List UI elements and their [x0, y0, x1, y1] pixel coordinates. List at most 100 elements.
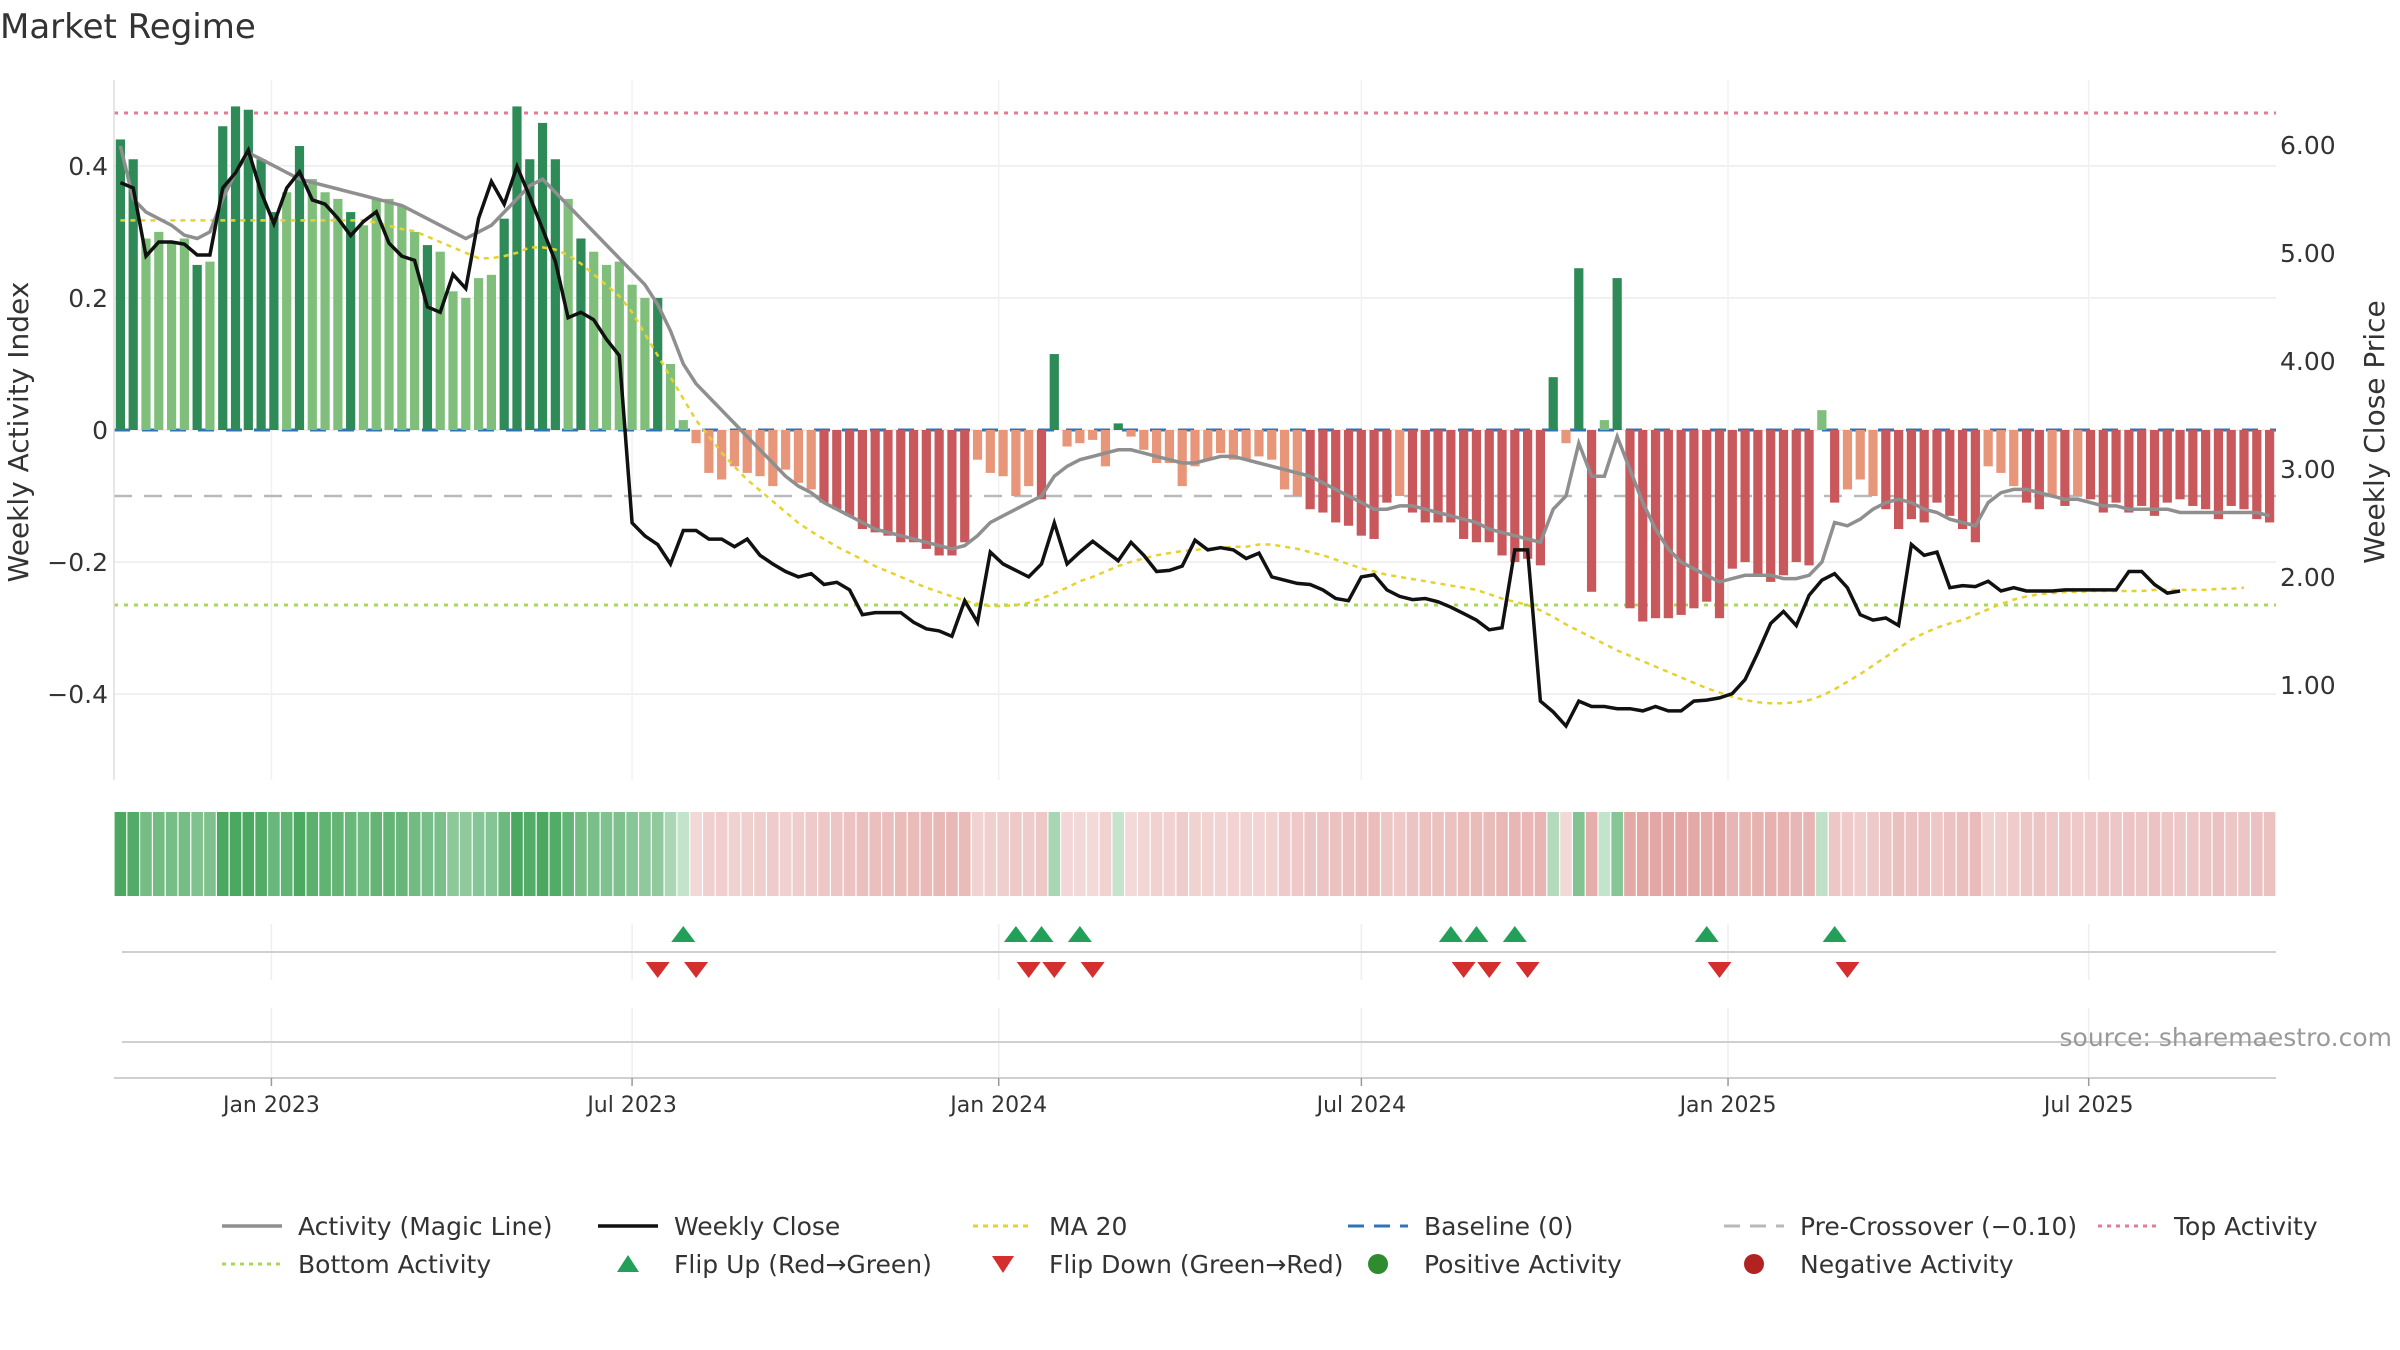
date-tick-label: Jul 2025 [2042, 1093, 2134, 1118]
activity-bar [1625, 430, 1635, 609]
regime-cell [626, 812, 638, 896]
activity-bar [729, 430, 740, 467]
activity-bar [2009, 430, 2019, 487]
regime-cell [1253, 812, 1265, 896]
regime-cell [1572, 812, 1585, 896]
legend-label: Positive Activity [1424, 1250, 1622, 1279]
activity-bar [1599, 420, 1609, 430]
regime-cell [1010, 812, 1022, 896]
activity-bar [1996, 430, 2006, 473]
activity-bar [1318, 430, 1328, 513]
legend-label: MA 20 [1049, 1212, 1127, 1241]
regime-cell [178, 812, 191, 896]
activity-bar [1830, 430, 1840, 503]
regime-cell [421, 812, 434, 896]
activity-bar [294, 146, 305, 431]
activity-bar [2201, 430, 2211, 510]
regime-cell [1624, 812, 1636, 896]
activity-bar [1510, 430, 1520, 563]
activity-bar [1484, 430, 1494, 543]
activity-bar [422, 245, 433, 430]
activity-bar [1689, 430, 1699, 609]
regime-cell [1675, 812, 1687, 896]
regime-cell [1598, 812, 1611, 896]
regime-cell [1816, 812, 1828, 896]
regime-cell [1099, 812, 1112, 896]
activity-bar [537, 122, 548, 430]
activity-bar [1471, 430, 1482, 543]
activity-bar [320, 192, 330, 430]
activity-bar [2047, 430, 2057, 497]
regime-cell [1585, 812, 1598, 896]
activity-bar [1407, 430, 1418, 513]
regime-cell [498, 812, 510, 896]
activity-bar [512, 106, 522, 430]
regime-cell [140, 812, 152, 896]
legend-label: Negative Activity [1800, 1250, 2014, 1279]
activity-bar [2264, 430, 2275, 523]
regime-cell [1342, 812, 1355, 896]
activity-bar [1100, 430, 1111, 467]
ma20-line [120, 219, 2245, 705]
y-axis-label: Weekly Activity Index [2, 282, 35, 583]
activity-bar [1139, 430, 1149, 450]
regime-cell [792, 812, 805, 896]
activity-bar [1714, 430, 1725, 619]
regime-cell [958, 812, 971, 896]
activity-bar [857, 430, 867, 530]
activity-bar [2085, 430, 2096, 500]
activity-bar [1382, 430, 1392, 503]
activity-bar [1842, 430, 1853, 490]
regime-cell [2263, 812, 2276, 896]
activity-bar [2226, 430, 2236, 506]
regime-cell [523, 812, 536, 896]
regime-cell [268, 812, 280, 896]
regime-cell [1982, 812, 1994, 896]
activity-bar [1612, 278, 1622, 430]
regime-cell [1432, 812, 1444, 896]
y-tick-label: 0.4 [68, 152, 108, 181]
activity-bar [1766, 430, 1776, 582]
y2-tick-label: 6.00 [2280, 131, 2336, 160]
regime-cell [2046, 812, 2058, 896]
regime-cell [831, 812, 843, 896]
regime-cell [242, 812, 255, 896]
regime-cell [549, 812, 562, 896]
legend-label: Pre-Crossover (−0.10) [1800, 1212, 2077, 1241]
regime-cell [1406, 812, 1419, 896]
y-tick-label: −0.2 [47, 548, 108, 577]
activity-bar [1088, 430, 1098, 440]
y-tick-label: 0 [92, 416, 108, 445]
activity-bar [179, 238, 189, 430]
flip-down-icon [1477, 962, 1502, 978]
flip-down-icon [1080, 962, 1105, 978]
regime-cell [1943, 812, 1956, 896]
activity-bar [1024, 430, 1034, 487]
activity-bar [397, 205, 407, 430]
legend-label: Activity (Magic Line) [298, 1212, 552, 1241]
activity-bar [1395, 430, 1405, 497]
activity-bar [486, 274, 496, 430]
regime-cell [2084, 812, 2097, 896]
flip-up-icon [1029, 926, 1054, 942]
flip-up-icon [1822, 926, 1847, 942]
activity-bar [448, 291, 458, 430]
date-tick-label: Jul 2023 [585, 1093, 677, 1118]
activity-bar [1740, 430, 1750, 563]
regime-cell [511, 812, 523, 896]
regime-cell [319, 812, 331, 896]
regime-cell [280, 812, 293, 896]
regime-cell [536, 812, 549, 896]
activity-bar [1727, 430, 1737, 569]
regime-cell [434, 812, 447, 896]
activity-bar [1279, 430, 1290, 490]
flip-down-icon [1451, 962, 1476, 978]
regime-cell [1214, 812, 1227, 896]
regime-cell [1790, 812, 1803, 896]
activity-bar [1497, 430, 1507, 556]
y2-tick-label: 5.00 [2280, 239, 2336, 268]
date-tick-label: Jan 2023 [221, 1093, 320, 1118]
regime-cell [1393, 812, 1406, 896]
flip-up-icon [1003, 926, 1028, 942]
